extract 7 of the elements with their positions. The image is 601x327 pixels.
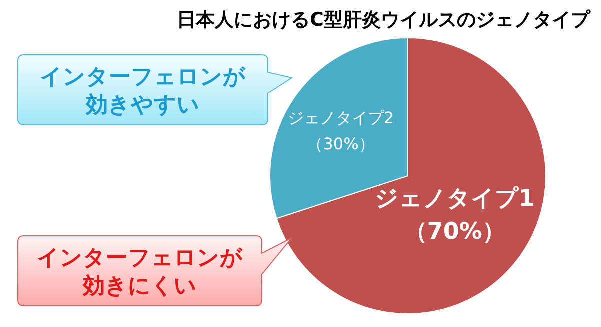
data-label: （30%） <box>307 134 375 154</box>
slice-label: ジェノタイプ1 <box>374 186 535 212</box>
slice-label: ジェノタイプ2 <box>288 108 394 128</box>
data-label: （70%） <box>404 219 506 246</box>
text: インターフェロンが効きやすい <box>40 65 246 118</box>
text: インターフェロンが効きにくい <box>37 246 243 299</box>
chart-title: 日本人におけるC型肝炎ウイルスのジェノタイプ <box>177 9 591 31</box>
